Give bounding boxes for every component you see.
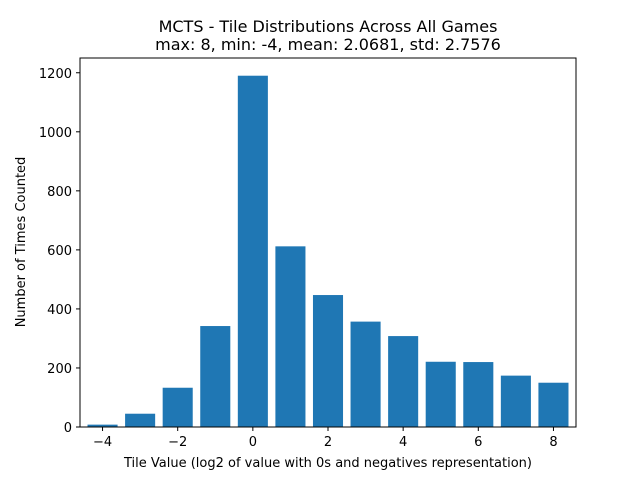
bar-8 [388,336,419,427]
bar-11 [500,375,531,427]
y-tick-label: 600 [47,244,72,259]
bar-2 [162,387,193,427]
x-tick-label: 8 [549,435,557,450]
y-axis-label: Number of Times Counted [14,157,29,328]
x-tick-label: 2 [324,435,332,450]
x-tick-label: 4 [399,435,407,450]
bar-5 [275,246,306,427]
bar-7 [350,321,381,427]
bars-group [87,75,569,427]
x-tick-label: 6 [474,435,482,450]
chart-subtitle: max: 8, min: -4, mean: 2.0681, std: 2.75… [155,35,501,54]
bar-0 [87,424,118,427]
bar-10 [463,362,494,427]
bar-9 [425,361,456,427]
y-tick-label: 200 [47,362,72,377]
chart-title: MCTS - Tile Distributions Across All Gam… [159,17,498,36]
bar-12 [538,382,569,427]
x-axis: −4 −2 0 2 4 6 8 [93,427,558,450]
bar-4 [237,75,268,427]
bar-6 [312,295,344,427]
x-tick-label: −2 [168,435,187,450]
bar-1 [125,413,156,427]
x-axis-label: Tile Value (log2 of value with 0s and ne… [123,456,532,471]
bar-3 [200,326,231,427]
y-tick-label: 1000 [39,126,72,141]
x-tick-label: 0 [249,435,257,450]
y-tick-label: 1200 [39,67,72,82]
x-tick-label: −4 [93,435,112,450]
y-tick-label: 800 [47,185,72,200]
y-tick-label: 400 [47,303,72,318]
y-tick-label: 0 [64,421,72,436]
y-axis: 0 200 400 600 800 1000 1200 [39,67,80,436]
